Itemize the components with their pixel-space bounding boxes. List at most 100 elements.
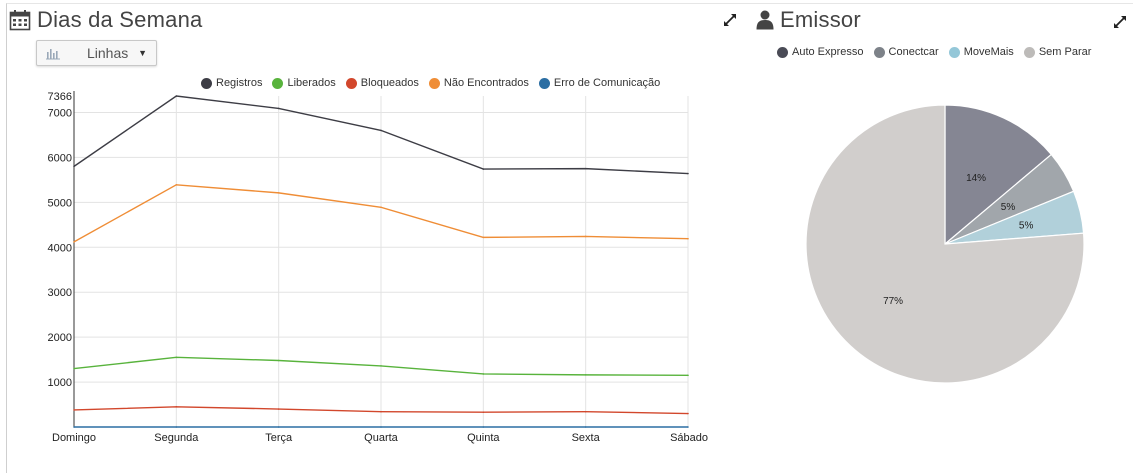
data-point: [277, 359, 280, 362]
data-point: [380, 365, 382, 367]
legend-label: MoveMais: [963, 46, 1014, 58]
chart-type-value: Linhas: [87, 45, 129, 61]
legend-item[interactable]: Conectcar: [873, 46, 939, 58]
expand-icon[interactable]: [722, 12, 738, 28]
pie-slice-label: 5%: [1001, 202, 1016, 213]
legend-swatch: [345, 77, 357, 89]
bar-chart-icon: [46, 49, 60, 60]
data-point: [482, 426, 485, 428]
x-tick-label: Quarta: [364, 432, 399, 444]
weekday-panel-title: Dias da Semana: [9, 7, 202, 33]
data-point: [482, 168, 485, 170]
x-tick-label: Sábado: [670, 432, 708, 444]
legend-item[interactable]: MoveMais: [948, 46, 1014, 58]
pie-slice-label: 14%: [966, 173, 986, 184]
emitter-pie-chart: 14% 5%5% 77%: [805, 104, 1085, 384]
data-point: [277, 192, 280, 194]
y-tick-label: 2000: [48, 332, 72, 344]
x-tick-label: Terça: [265, 432, 293, 444]
legend-label: Não Encontrados: [443, 77, 529, 89]
x-tick-label: Quinta: [467, 432, 500, 444]
series-não-encontrados: [73, 183, 689, 243]
legend-item[interactable]: Erro de Comunicação: [538, 77, 661, 89]
user-icon: [756, 10, 774, 30]
pie-slice-label: 77%: [883, 296, 903, 307]
legend-swatch: [538, 77, 550, 89]
legend-item[interactable]: Auto Expresso: [777, 46, 864, 58]
y-tick-label: 6000: [48, 152, 72, 164]
pie-slice-label: 5%: [1019, 221, 1034, 232]
legend-label: Registros: [216, 77, 263, 89]
data-point: [380, 129, 382, 132]
data-point: [277, 426, 280, 428]
data-point: [380, 410, 382, 413]
legend-swatch: [272, 77, 284, 89]
data-point: [73, 367, 75, 370]
legend-label: Erro de Comunicação: [553, 77, 661, 89]
data-point: [584, 374, 587, 376]
weekday-line-chart: 1000 2000 3000 4000 5000 6000 7000 7366 Domingo S…: [48, 91, 708, 444]
data-point: [73, 165, 75, 168]
x-tick-label: Sexta: [572, 432, 601, 444]
series-bloqueados: [73, 405, 689, 415]
data-point: [584, 167, 587, 170]
pie-slice-sem-parar[interactable]: [805, 104, 1085, 384]
x-tick-label: Segunda: [154, 432, 199, 444]
data-point: [73, 241, 75, 243]
legend-swatch: [873, 46, 885, 58]
series-erro-de-comunicação: [73, 426, 689, 428]
data-point: [277, 107, 280, 110]
chart-type-select[interactable]: Linhas ▼: [36, 40, 157, 66]
y-tick-label: 7000: [48, 107, 72, 119]
data-point: [687, 374, 689, 377]
y-tick-label: 4000: [48, 242, 72, 254]
data-point: [175, 405, 178, 408]
pie-slice-auto-expresso[interactable]: [944, 104, 1053, 246]
line-chart-legend: Registros Liberados Bloqueados Não Encontra…: [201, 77, 660, 89]
calendar-icon: [9, 10, 31, 31]
legend-item[interactable]: Sem Parar: [1023, 46, 1092, 58]
legend-swatch: [428, 77, 440, 89]
dashboard-frame: [6, 3, 1133, 473]
series-registros: [73, 95, 689, 175]
data-point: [584, 426, 587, 428]
x-tick-label: Domingo: [52, 432, 96, 444]
data-point: [277, 408, 280, 410]
data-point: [482, 236, 485, 239]
data-point: [175, 356, 178, 359]
legend-item[interactable]: Não Encontrados: [428, 77, 529, 89]
y-tick-label: 1000: [48, 377, 72, 389]
legend-label: Conectcar: [888, 46, 939, 58]
legend-swatch: [201, 77, 212, 89]
panel-title-text: Dias da Semana: [37, 7, 203, 32]
data-point: [380, 206, 382, 209]
emitter-panel-title: Emissor: [756, 7, 861, 33]
chevron-down-icon: ▼: [138, 48, 147, 58]
legend-item[interactable]: Liberados: [272, 77, 336, 89]
data-point: [584, 410, 587, 413]
data-point: [175, 183, 178, 186]
legend-swatch: [948, 46, 960, 58]
data-point: [687, 412, 689, 415]
legend-label: Sem Parar: [1038, 46, 1092, 58]
y-tick-label: 3000: [48, 287, 72, 299]
data-point: [687, 237, 689, 240]
legend-label: Auto Expresso: [792, 46, 864, 58]
legend-label: Bloqueados: [360, 77, 419, 89]
legend-swatch: [1023, 46, 1035, 58]
y-tick-label: 7366: [48, 91, 72, 103]
data-point: [584, 235, 587, 238]
expand-icon[interactable]: [1112, 14, 1128, 30]
legend-swatch: [777, 46, 788, 58]
legend-label: Liberados: [287, 77, 336, 89]
legend-item[interactable]: Registros: [201, 77, 262, 89]
data-point: [175, 426, 178, 428]
data-point: [175, 95, 178, 97]
data-point: [687, 426, 689, 428]
data-point: [73, 409, 75, 411]
data-point: [482, 411, 485, 413]
legend-item[interactable]: Bloqueados: [345, 77, 419, 89]
data-point: [380, 426, 382, 428]
pie-chart-legend: Auto Expresso Conectcar MoveMais Sem Parar: [777, 46, 1091, 58]
panel-title-text: Emissor: [780, 7, 861, 32]
